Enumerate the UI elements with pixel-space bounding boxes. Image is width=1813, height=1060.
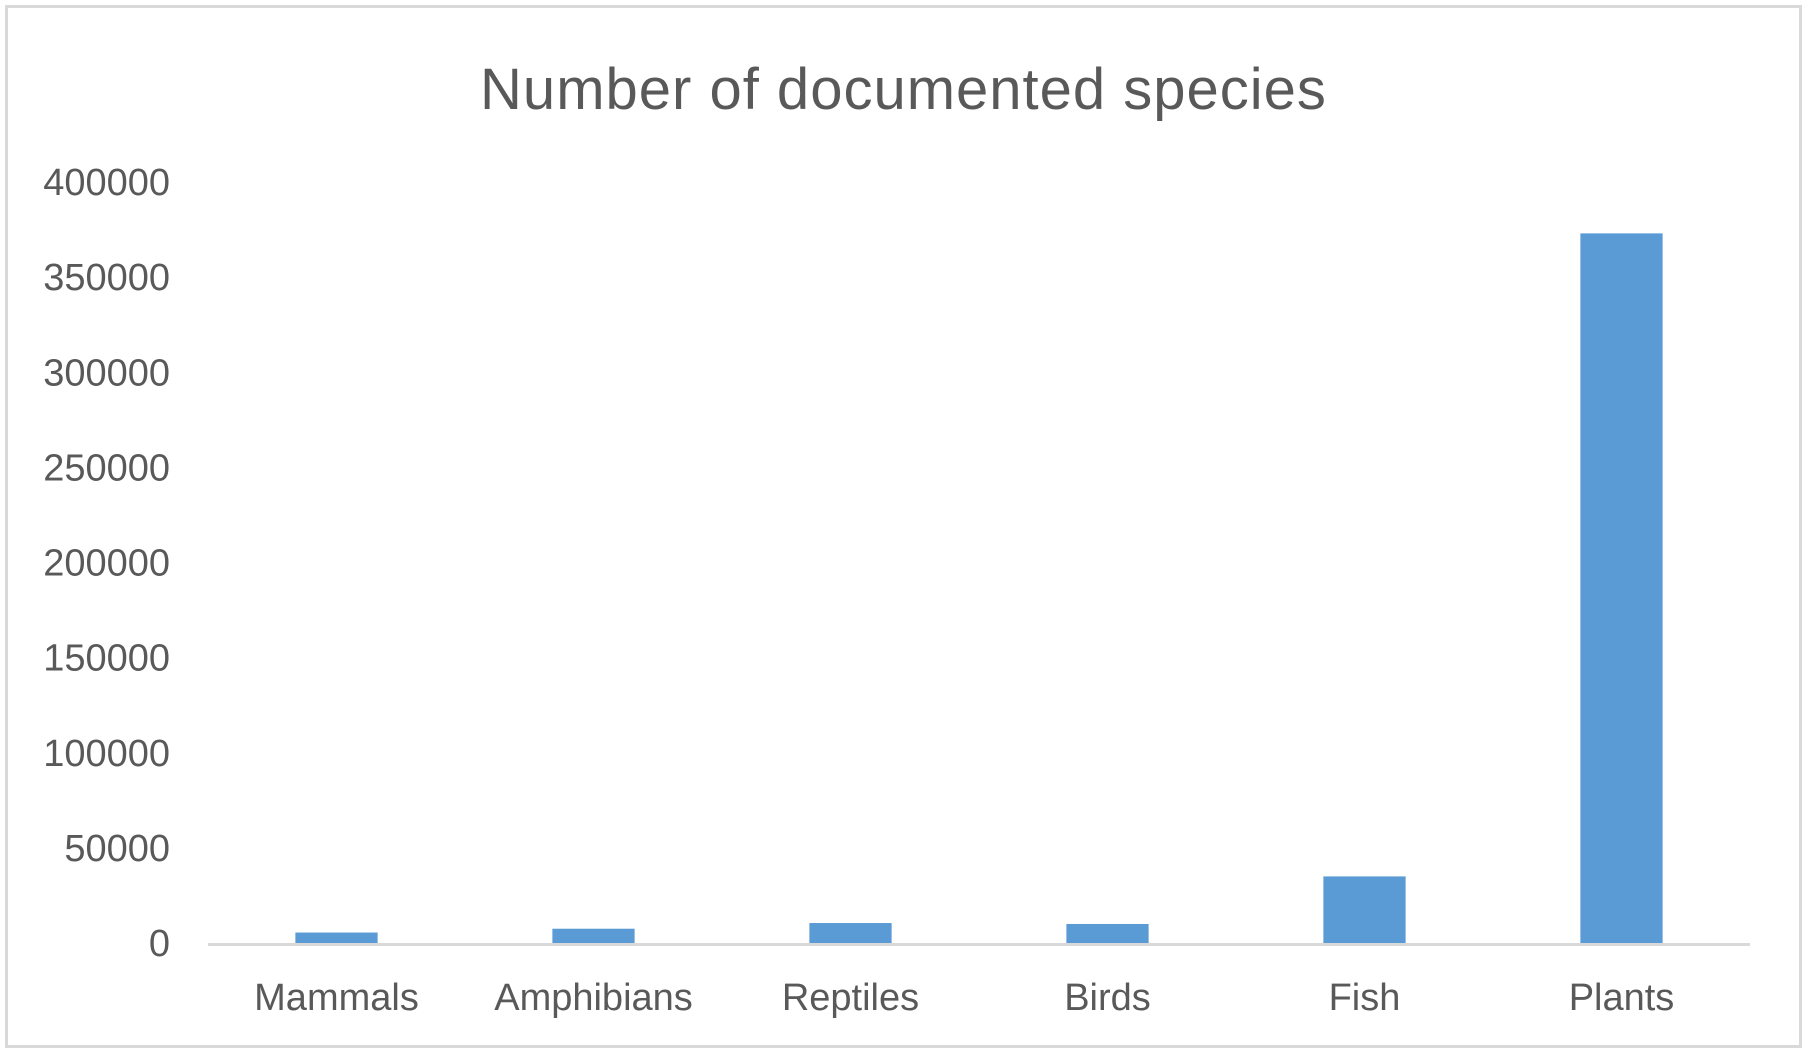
bar-fish <box>1323 876 1406 943</box>
chart-container: Number of documented species 0 50000 10000… <box>5 5 1802 1048</box>
y-tick-label: 250000 <box>43 447 170 489</box>
y-tick-label: 50000 <box>64 828 170 870</box>
x-tick-label-reptiles: Reptiles <box>782 977 919 1019</box>
y-tick-label: 150000 <box>43 638 170 680</box>
bar-series <box>295 233 1663 943</box>
bar-plants <box>1580 233 1663 943</box>
y-tick-label: 400000 <box>43 162 170 204</box>
bar-reptiles <box>809 923 892 943</box>
x-tick-label-plants: Plants <box>1569 977 1675 1019</box>
bar-amphibians <box>552 928 635 943</box>
x-tick-label-fish: Fish <box>1329 977 1401 1019</box>
x-tick-label-birds: Birds <box>1064 977 1151 1019</box>
chart-title: Number of documented species <box>480 57 1327 122</box>
y-tick-label: 350000 <box>43 257 170 299</box>
x-axis: Mammals Amphibians Reptiles Birds Fish Plants <box>254 977 1674 1019</box>
y-axis: 0 50000 100000 150000 200000 250000 300000 3500… <box>43 162 170 965</box>
bar-mammals <box>295 932 378 943</box>
x-tick-label-mammals: Mammals <box>254 977 419 1019</box>
bar-birds <box>1066 923 1149 943</box>
y-tick-label: 100000 <box>43 733 170 775</box>
y-tick-label: 300000 <box>43 352 170 394</box>
y-tick-label: 0 <box>149 923 170 965</box>
chart-plot-area: 0 50000 100000 150000 200000 250000 300000 3500… <box>43 162 1750 1019</box>
x-tick-label-amphibians: Amphibians <box>494 977 693 1019</box>
y-tick-label: 200000 <box>43 543 170 585</box>
